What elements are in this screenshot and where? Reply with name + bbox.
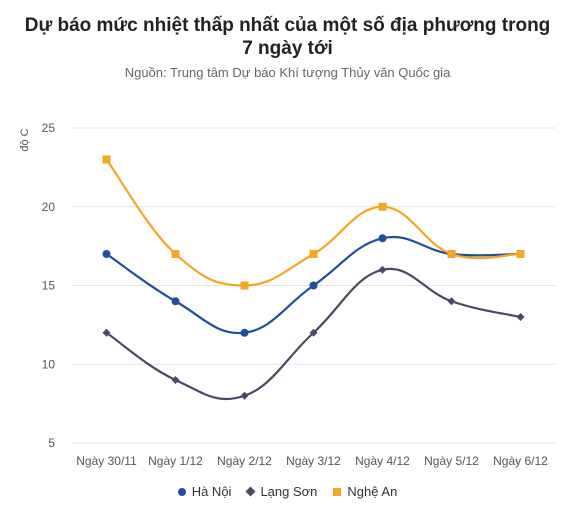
legend-item[interactable]: Lạng Sơn xyxy=(246,484,318,499)
y-tick-label: 5 xyxy=(48,436,55,450)
series-2-line xyxy=(105,158,521,287)
x-tick-label: Ngày 3/12 xyxy=(286,454,341,468)
x-tick-label: Ngày 30/11 xyxy=(76,454,137,468)
y-tick-label: 10 xyxy=(42,357,56,371)
chart-legend: Hà Nội Lạng Sơn Nghệ An xyxy=(0,484,575,499)
series-2-point xyxy=(309,250,318,258)
legend-label: Lạng Sơn xyxy=(260,484,318,499)
legend-marker xyxy=(333,487,342,496)
series-1-point xyxy=(447,297,456,306)
y-axis-label: độ C xyxy=(19,128,31,151)
series-1-point xyxy=(378,265,387,274)
series-2-point xyxy=(378,202,387,211)
x-tick-label: Ngày 6/12 xyxy=(493,454,548,468)
series-1-point xyxy=(102,328,111,337)
chart-subtitle: Nguồn: Trung tâm Dự báo Khí tượng Thủy v… xyxy=(124,65,451,80)
series-2-point xyxy=(516,250,525,258)
series-2-point xyxy=(447,250,456,258)
chart-title: Dự báo mức nhiệt thấp nhất của một số đị… xyxy=(24,15,551,59)
y-tick-label: 25 xyxy=(42,121,56,135)
legend-item[interactable]: Nghệ An xyxy=(333,484,397,499)
series-2-point xyxy=(171,250,180,258)
series-2-point xyxy=(102,155,111,164)
series-0-point xyxy=(309,281,318,290)
legend-item[interactable]: Hà Nội xyxy=(177,484,232,499)
legend-marker xyxy=(246,486,256,497)
series-0-point xyxy=(240,328,249,337)
legend-label: Nghệ An xyxy=(347,484,398,499)
x-tick-label: Ngày 5/12 xyxy=(424,454,479,468)
series-1-point xyxy=(171,376,180,384)
series-0-point xyxy=(378,234,387,243)
series-0-point xyxy=(171,297,180,306)
series-1-point xyxy=(309,328,318,337)
series-1-point xyxy=(516,313,525,321)
x-tick-label: Ngày 1/12 xyxy=(148,454,203,468)
x-tick-label: Ngày 2/12 xyxy=(217,454,272,468)
x-tick-label: Ngày 4/12 xyxy=(355,454,410,468)
legend-marker xyxy=(177,487,186,496)
y-tick-label: 15 xyxy=(42,279,56,293)
series-2-point xyxy=(240,281,249,290)
series-0-point xyxy=(102,250,111,258)
y-tick-label: 20 xyxy=(42,200,56,214)
series-1-point xyxy=(240,391,249,400)
legend-label: Hà Nội xyxy=(191,484,232,499)
